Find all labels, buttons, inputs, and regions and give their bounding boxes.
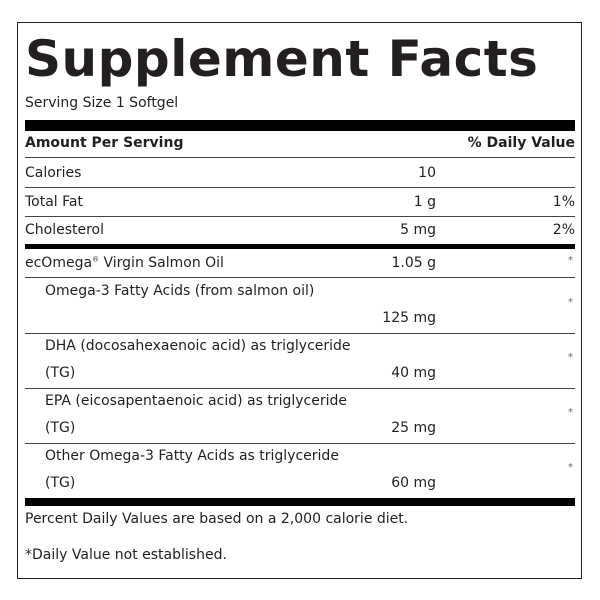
nutrient-amount: 5 mg bbox=[400, 222, 436, 238]
nutrient-name: ecOmega® Virgin Salmon Oil bbox=[25, 255, 224, 271]
nutrient-name: Calories bbox=[25, 165, 82, 181]
serving-size: Serving Size 1 Softgel bbox=[25, 95, 179, 111]
divider bbox=[25, 216, 575, 217]
footnote-percent-dv: Percent Daily Values are based on a 2,00… bbox=[25, 511, 409, 527]
divider bbox=[25, 333, 575, 334]
nutrient-row-dha: DHA (docosahexaenoic acid) as triglyceri… bbox=[25, 338, 575, 393]
divider bbox=[25, 443, 575, 444]
thick-divider bbox=[25, 498, 575, 506]
nutrient-name: DHA (docosahexaenoic acid) as triglyceri… bbox=[45, 338, 351, 354]
nutrient-amount: 25 mg bbox=[391, 420, 436, 436]
nutrient-name-cont: (TG) bbox=[45, 420, 76, 436]
nutrient-row-other-omega3: Other Omega-3 Fatty Acids as triglycerid… bbox=[25, 448, 575, 503]
divider bbox=[25, 277, 575, 278]
thick-divider bbox=[25, 244, 575, 249]
nutrient-dv: * bbox=[568, 407, 573, 418]
nutrient-name: Total Fat bbox=[25, 194, 83, 210]
nutrient-dv: * bbox=[568, 297, 573, 308]
nutrient-amount: 125 mg bbox=[382, 310, 436, 326]
nutrient-amount: 1 g bbox=[413, 194, 436, 210]
divider bbox=[25, 187, 575, 188]
nutrient-name: Cholesterol bbox=[25, 222, 105, 238]
nutrient-name-cont: (TG) bbox=[45, 475, 76, 491]
nutrient-row-omega3: Omega-3 Fatty Acids (from salmon oil) 12… bbox=[25, 283, 575, 338]
nutrient-dv: * bbox=[568, 352, 573, 363]
nutrient-name: Omega-3 Fatty Acids (from salmon oil) bbox=[45, 283, 315, 299]
amount-per-serving-header: Amount Per Serving bbox=[25, 135, 184, 151]
supplement-facts-panel: Supplement Facts Serving Size 1 Softgel … bbox=[17, 22, 582, 579]
nutrient-amount: 40 mg bbox=[391, 365, 436, 381]
panel-title: Supplement Facts bbox=[25, 30, 539, 88]
thick-divider bbox=[25, 120, 575, 131]
nutrient-name-cont: (TG) bbox=[45, 365, 76, 381]
nutrient-name: EPA (eicosapentaenoic acid) as triglycer… bbox=[45, 393, 347, 409]
daily-value-header: % Daily Value bbox=[467, 135, 575, 151]
nutrient-amount: 10 bbox=[418, 165, 436, 181]
nutrient-amount: 60 mg bbox=[391, 475, 436, 491]
divider bbox=[25, 157, 575, 158]
nutrient-dv: 2% bbox=[552, 222, 575, 238]
nutrient-dv: * bbox=[568, 462, 573, 473]
nutrient-row-epa: EPA (eicosapentaenoic acid) as triglycer… bbox=[25, 393, 575, 448]
nutrient-dv: 1% bbox=[552, 194, 575, 210]
nutrient-name: Other Omega-3 Fatty Acids as triglycerid… bbox=[45, 448, 339, 464]
footnote-not-established: *Daily Value not established. bbox=[25, 547, 227, 563]
divider bbox=[25, 388, 575, 389]
nutrient-amount: 1.05 g bbox=[391, 255, 436, 271]
nutrient-dv: * bbox=[568, 255, 573, 266]
